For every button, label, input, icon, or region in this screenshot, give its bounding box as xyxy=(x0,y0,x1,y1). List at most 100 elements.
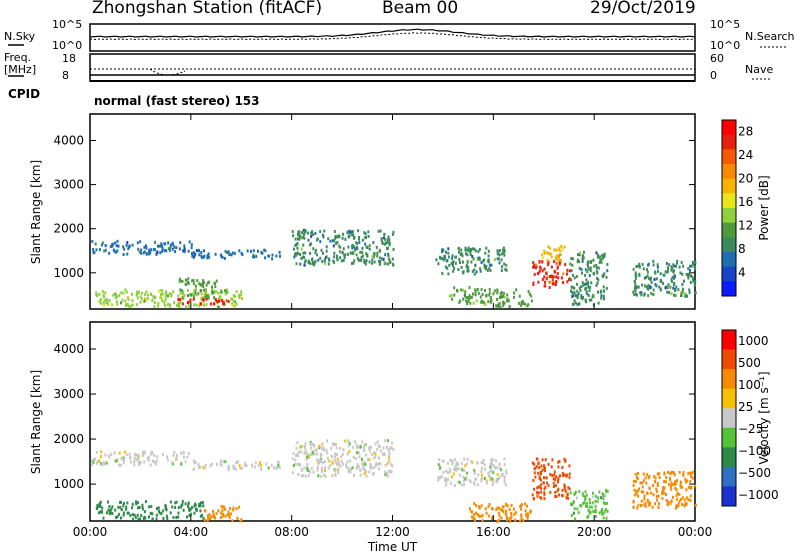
power-data-cell xyxy=(365,236,367,239)
power-data-cell xyxy=(460,265,463,269)
power-data-cell xyxy=(466,269,469,273)
x-axis-label: Time UT xyxy=(367,540,418,554)
power-data-cell xyxy=(314,231,317,235)
velocity-data-cell xyxy=(120,457,123,461)
power-data-cell xyxy=(179,291,182,295)
power-data-cell xyxy=(664,286,667,290)
power-data-cell xyxy=(189,300,192,303)
power-data-cell xyxy=(323,259,326,263)
velocity-data-cell xyxy=(575,496,578,500)
power-data-cell xyxy=(192,282,195,286)
power-data-cell xyxy=(371,258,374,262)
velocity-data-cell xyxy=(151,459,154,463)
velocity-data-cell xyxy=(487,505,490,509)
power-data-cell xyxy=(329,239,332,243)
velocity-data-cell xyxy=(182,450,185,454)
power-data-cell xyxy=(180,279,183,283)
velocity-data-cell xyxy=(148,505,151,509)
velocity-data-cell xyxy=(637,503,640,507)
power-data-cell xyxy=(153,301,156,304)
power-data-cell xyxy=(117,244,120,248)
power-data-cell xyxy=(680,261,683,264)
power-data-cell xyxy=(656,265,659,269)
power-data-cell xyxy=(527,290,530,294)
power-data-cell xyxy=(158,244,161,248)
power-data-cell xyxy=(502,292,505,296)
velocity-data-cell xyxy=(320,453,323,457)
power-data-cell xyxy=(634,285,637,289)
power-data-cell xyxy=(546,275,549,279)
velocity-data-cell xyxy=(510,512,513,515)
velocity-data-cell xyxy=(596,499,599,503)
velocity-data-cell xyxy=(331,461,334,465)
power-data-cell xyxy=(603,252,606,256)
power-data-cell xyxy=(319,240,322,244)
velocity-data-cell xyxy=(503,463,506,467)
velocity-data-cell xyxy=(674,482,676,486)
power-data-cell xyxy=(202,285,205,289)
velocity-data-cell xyxy=(316,468,319,472)
power-data-cell xyxy=(354,248,357,252)
velocity-data-cell xyxy=(314,449,317,453)
velocity-data-cell xyxy=(155,513,158,517)
velocity-data-cell xyxy=(119,463,122,467)
power-data-cell xyxy=(551,277,554,281)
power-data-cell xyxy=(103,249,106,253)
velocity-data-cell xyxy=(544,458,547,462)
power-data-cell xyxy=(213,296,216,300)
velocity-data-cell xyxy=(642,472,645,476)
velocity-data-cell xyxy=(683,498,686,502)
velocity-data-cell xyxy=(690,474,692,478)
power-data-cell xyxy=(649,278,652,282)
power-data-cell xyxy=(321,260,324,264)
power-data-cell xyxy=(352,233,355,237)
power-data-cell xyxy=(503,253,506,257)
velocity-data-cell xyxy=(555,475,557,479)
power-data-cell xyxy=(164,290,167,294)
velocity-data-cell xyxy=(306,452,309,456)
velocity-data-cell xyxy=(485,481,488,485)
velocity-data-cell xyxy=(119,500,121,504)
power-data-cell xyxy=(462,288,465,292)
velocity-data-cell xyxy=(656,483,659,487)
power-data-cell xyxy=(451,297,454,301)
velocity-data-cell xyxy=(662,489,665,493)
power-data-cell xyxy=(187,277,190,281)
velocity-data-cell xyxy=(679,484,682,488)
velocity-data-cell xyxy=(309,446,312,450)
velocity-data-cell xyxy=(299,445,302,449)
power-data-cell xyxy=(213,290,216,294)
power-data-cell xyxy=(327,262,330,266)
power-colorbar-cell xyxy=(722,134,736,150)
velocity-data-cell xyxy=(135,500,137,504)
velocity-data-cell xyxy=(544,485,547,489)
power-data-cell xyxy=(136,296,139,300)
power-data-cell xyxy=(541,253,544,257)
velocity-data-cell xyxy=(495,480,498,484)
velocity-data-cell xyxy=(503,457,506,461)
power-colorbar-cell xyxy=(722,252,736,268)
power-data-cell xyxy=(687,276,690,280)
power-data-cell xyxy=(131,299,134,302)
power-data-cell xyxy=(641,262,644,266)
velocity-data-cell xyxy=(504,502,507,506)
power-data-cell xyxy=(467,299,470,303)
power-data-cell xyxy=(487,260,490,264)
velocity-data-cell xyxy=(327,466,330,470)
power-data-cell xyxy=(298,232,301,236)
velocity-data-cell xyxy=(454,484,456,487)
velocity-data-cell xyxy=(346,452,349,456)
velocity-data-cell xyxy=(537,471,540,475)
velocity-data-cell xyxy=(490,468,493,472)
velocity-data-cell xyxy=(450,481,453,485)
power-data-cell xyxy=(93,250,96,254)
power-data-cell xyxy=(588,289,591,293)
velocity-data-cell xyxy=(137,506,139,510)
power-data-cell xyxy=(576,294,579,298)
power-data-cell xyxy=(139,295,142,299)
velocity-data-cell xyxy=(519,519,521,523)
power-data-cell xyxy=(238,294,241,298)
velocity-data-cell xyxy=(457,467,460,471)
power-data-cell xyxy=(605,286,608,290)
velocity-data-cell xyxy=(334,473,337,477)
